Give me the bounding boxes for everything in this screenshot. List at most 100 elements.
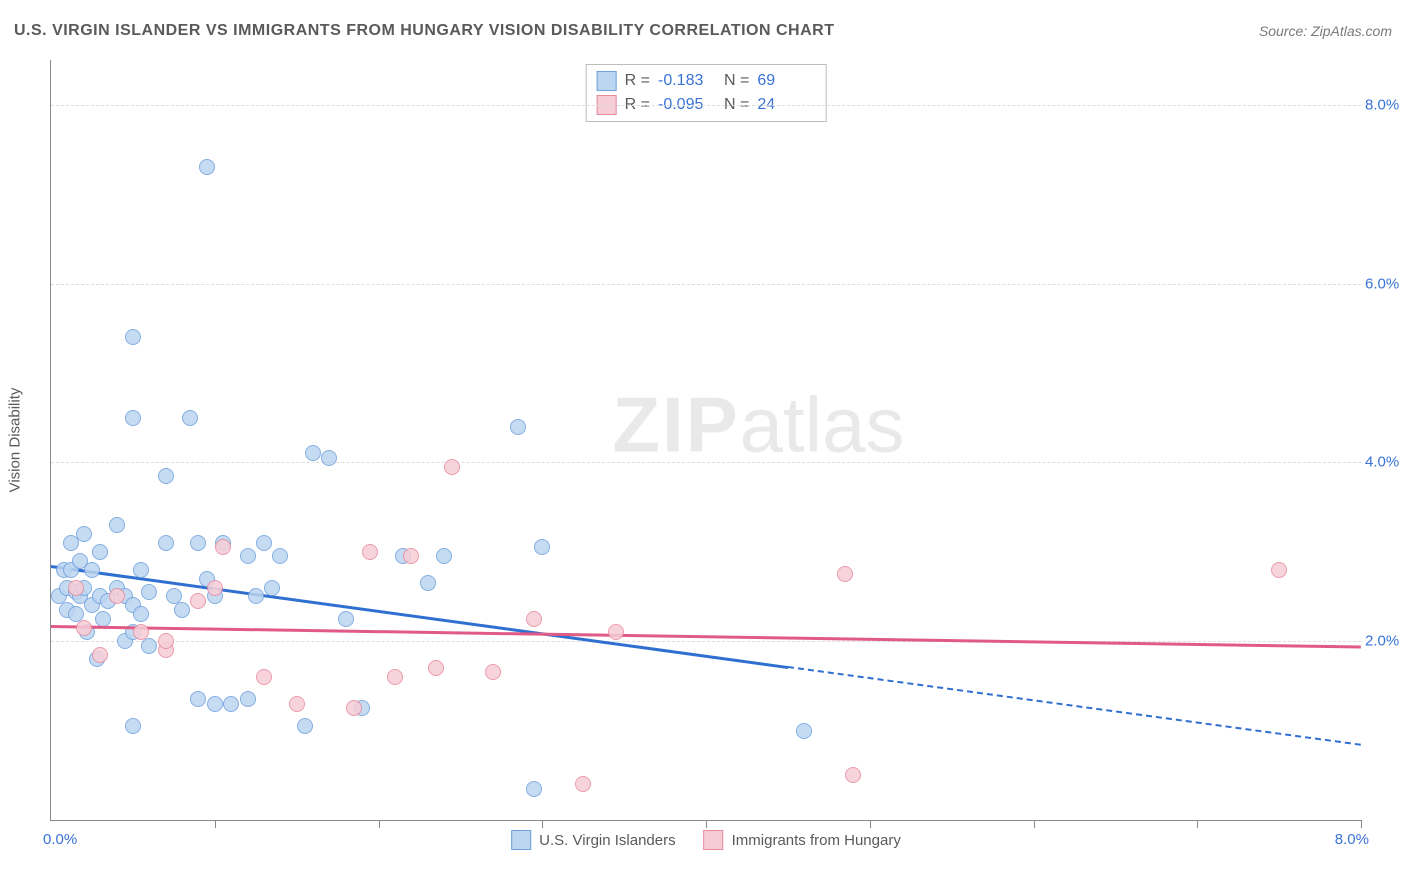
series-swatch [597,71,617,91]
scatter-point [215,539,231,555]
r-label: R = [625,69,650,93]
scatter-point [109,588,125,604]
scatter-point [133,562,149,578]
scatter-point [796,723,812,739]
scatter-point [240,691,256,707]
scatter-point [575,776,591,792]
scatter-point [133,624,149,640]
scatter-point [485,664,501,680]
scatter-point [436,548,452,564]
scatter-point [338,611,354,627]
scatter-point [141,638,157,654]
scatter-point [174,602,190,618]
trend-line-dashed [788,666,1361,746]
scatter-point [109,517,125,533]
gridline [51,105,1361,106]
scatter-point [207,580,223,596]
legend: U.S. Virgin Islanders Immigrants from Hun… [511,830,901,850]
scatter-point [346,700,362,716]
scatter-point [256,535,272,551]
scatter-point [182,410,198,426]
n-value: 69 [757,69,815,93]
x-tick [870,820,871,828]
scatter-point [125,718,141,734]
x-tick [542,820,543,828]
scatter-point [158,468,174,484]
scatter-point [76,526,92,542]
scatter-point [190,535,206,551]
scatter-point [403,548,419,564]
scatter-point [272,548,288,564]
scatter-point [1271,562,1287,578]
scatter-point [526,781,542,797]
scatter-point [92,544,108,560]
scatter-point [158,535,174,551]
scatter-point [289,696,305,712]
x-tick [215,820,216,828]
y-tick-label: 8.0% [1365,96,1406,113]
x-tick [706,820,707,828]
scatter-point [608,624,624,640]
gridline [51,462,1361,463]
scatter-point [362,544,378,560]
legend-item: U.S. Virgin Islanders [511,830,675,850]
scatter-point [125,410,141,426]
scatter-point [68,580,84,596]
scatter-point [133,606,149,622]
trend-line [51,625,1361,649]
x-tick [1197,820,1198,828]
scatter-point [845,767,861,783]
legend-label: U.S. Virgin Islanders [539,832,675,849]
x-axis-max-label: 8.0% [1335,831,1369,848]
scatter-point [125,329,141,345]
gridline [51,284,1361,285]
scatter-point [526,611,542,627]
scatter-point [444,459,460,475]
scatter-point [92,647,108,663]
scatter-point [158,633,174,649]
scatter-point [305,445,321,461]
scatter-point [84,562,100,578]
r-value: -0.183 [658,69,716,93]
scatter-point [190,691,206,707]
legend-item: Immigrants from Hungary [704,830,901,850]
x-axis-origin-label: 0.0% [43,831,77,848]
scatter-chart: ZIPatlas Vision Disability 0.0% 8.0% R =… [50,60,1361,821]
scatter-point [256,669,272,685]
scatter-point [95,611,111,627]
scatter-point [190,593,206,609]
legend-swatch [511,830,531,850]
y-tick-label: 4.0% [1365,454,1406,471]
scatter-point [837,566,853,582]
watermark: ZIPatlas [612,379,904,470]
scatter-point [76,620,92,636]
scatter-point [248,588,264,604]
scatter-point [420,575,436,591]
legend-label: Immigrants from Hungary [732,832,901,849]
chart-title: U.S. VIRGIN ISLANDER VS IMMIGRANTS FROM … [14,22,835,40]
scatter-point [510,419,526,435]
scatter-point [321,450,337,466]
y-tick-label: 2.0% [1365,633,1406,650]
n-label: N = [724,69,749,93]
scatter-point [428,660,444,676]
scatter-point [240,548,256,564]
scatter-point [534,539,550,555]
scatter-point [199,159,215,175]
x-tick [1034,820,1035,828]
correlation-stats-box: R =-0.183N =69R =-0.095N =24 [586,64,827,122]
x-tick [379,820,380,828]
scatter-point [387,669,403,685]
chart-source: Source: ZipAtlas.com [1259,23,1392,39]
y-tick-label: 6.0% [1365,275,1406,292]
chart-header: U.S. VIRGIN ISLANDER VS IMMIGRANTS FROM … [14,22,1392,40]
scatter-point [297,718,313,734]
x-tick [1361,820,1362,828]
stats-row: R = -0.183 N = 69 [597,69,816,93]
scatter-point [141,584,157,600]
scatter-point [223,696,239,712]
y-axis-title: Vision Disability [7,388,24,493]
legend-swatch [704,830,724,850]
scatter-point [264,580,280,596]
scatter-point [207,696,223,712]
